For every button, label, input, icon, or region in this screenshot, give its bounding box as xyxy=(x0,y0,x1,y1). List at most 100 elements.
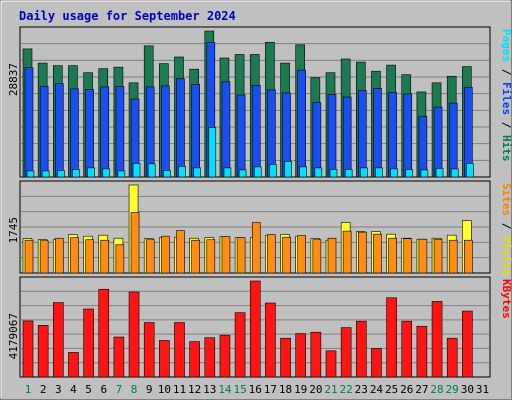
legend-text: Sites / Visits xyxy=(500,183,512,276)
bar-files-day-12 xyxy=(191,84,200,178)
panel-3-ymax: 4179067 xyxy=(7,313,20,359)
bar-sites-day-5 xyxy=(85,239,94,274)
bar-files-day-22 xyxy=(342,96,352,178)
bar-files-day-3 xyxy=(54,83,64,178)
bar-pages-day-15 xyxy=(238,169,247,178)
x-label-day-12: 12 xyxy=(188,383,201,396)
bar-kbytes-day-16 xyxy=(249,280,261,378)
bar-sites-day-11 xyxy=(176,230,185,274)
bar-kbytes-day-30 xyxy=(462,310,473,378)
bar-sites-day-15 xyxy=(236,237,246,274)
bar-kbytes-day-1 xyxy=(22,320,34,378)
bar-kbytes-day-5 xyxy=(83,308,94,378)
panel-1: 28837 Pages / Files / Hits xyxy=(7,26,512,178)
bar-kbytes-day-27 xyxy=(416,325,428,378)
bar-sites-day-23 xyxy=(357,231,367,274)
bar-kbytes-day-3 xyxy=(52,302,64,378)
bar-kbytes-day-29 xyxy=(446,337,458,378)
bar-sites-day-27 xyxy=(418,238,428,274)
bar-pages-day-7 xyxy=(117,170,126,178)
x-label-day-25: 25 xyxy=(385,383,398,396)
bar-files-day-16 xyxy=(251,85,261,178)
bar-sites-day-19 xyxy=(297,235,307,274)
bar-files-day-29 xyxy=(448,102,458,178)
x-label-day-23: 23 xyxy=(355,383,368,396)
legend-hits: Hits xyxy=(500,135,512,162)
bar-kbytes-day-22 xyxy=(340,327,352,378)
bar-files-day-19 xyxy=(297,69,307,178)
bar-kbytes-day-18 xyxy=(280,337,291,378)
bar-pages-day-22 xyxy=(344,169,353,178)
bar-sites-day-1 xyxy=(24,239,34,274)
x-label-day-6: 6 xyxy=(100,383,107,396)
bar-sites-day-13 xyxy=(206,239,216,274)
x-label-day-13: 13 xyxy=(203,383,216,396)
x-label-day-5: 5 xyxy=(85,383,92,396)
legend-panel-3: KBytes xyxy=(500,279,512,319)
bar-sites-day-10 xyxy=(161,235,170,274)
bar-pages-day-28 xyxy=(435,168,444,178)
bar-pages-day-9 xyxy=(147,163,156,178)
bar-files-day-6 xyxy=(100,86,110,178)
bar-files-day-28 xyxy=(433,106,443,178)
bar-kbytes-day-24 xyxy=(371,348,382,378)
x-label-day-11: 11 xyxy=(173,383,186,396)
x-label-day-22: 22 xyxy=(340,383,353,396)
x-label-day-4: 4 xyxy=(70,383,77,396)
bar-kbytes-day-14 xyxy=(219,334,231,378)
x-label-day-9: 9 xyxy=(146,383,153,396)
legend-kbytes: KBytes xyxy=(500,279,512,319)
bar-kbytes-day-11 xyxy=(174,322,185,378)
bar-pages-day-24 xyxy=(375,167,383,178)
bar-files-day-24 xyxy=(373,88,382,178)
bar-files-day-4 xyxy=(70,88,79,178)
bar-files-day-9 xyxy=(145,86,155,178)
bar-pages-day-3 xyxy=(56,170,65,178)
bar-pages-day-25 xyxy=(390,168,398,178)
bar-sites-day-25 xyxy=(388,237,397,274)
legend-text: KBytes xyxy=(500,279,512,319)
bar-files-day-2 xyxy=(39,86,49,178)
bar-sites-day-2 xyxy=(39,240,49,274)
bar-pages-day-4 xyxy=(72,169,80,178)
x-label-day-10: 10 xyxy=(158,383,171,396)
x-label-day-15: 15 xyxy=(233,383,246,396)
bar-kbytes-day-23 xyxy=(355,320,367,378)
bar-kbytes-day-9 xyxy=(143,322,155,378)
bar-pages-day-1 xyxy=(26,170,35,178)
bar-pages-day-30 xyxy=(466,163,474,178)
x-label-day-18: 18 xyxy=(279,383,292,396)
bar-files-day-27 xyxy=(418,115,428,178)
bar-files-day-17 xyxy=(267,89,276,178)
bar-sites-day-12 xyxy=(191,239,200,274)
bar-pages-day-12 xyxy=(193,167,201,178)
bar-sites-day-9 xyxy=(145,239,155,274)
x-label-day-19: 19 xyxy=(294,383,307,396)
x-axis-labels: 1 2 3 4 5 6 7 8 9 10 11 12 13 14 15 16 17 18 19 20 21 22 23 24 2… xyxy=(25,383,489,396)
bar-pages-day-6 xyxy=(102,168,111,178)
bar-pages-day-26 xyxy=(405,169,414,178)
bar-sites-day-3 xyxy=(54,237,64,274)
bar-pages-day-14 xyxy=(223,167,232,178)
bar-sites-day-30 xyxy=(464,239,473,274)
panel-2: 1745 Sites / Visits xyxy=(7,180,512,276)
bar-sites-day-8 xyxy=(130,212,140,274)
bar-kbytes-day-20 xyxy=(310,331,322,378)
x-label-day-17: 17 xyxy=(264,383,277,396)
bar-sites-day-14 xyxy=(221,236,231,274)
bar-kbytes-day-4 xyxy=(68,352,79,378)
x-label-day-29: 29 xyxy=(446,383,459,396)
bar-files-day-7 xyxy=(115,86,125,178)
bar-pages-day-29 xyxy=(450,168,459,178)
bar-pages-day-21 xyxy=(329,169,338,178)
bar-files-day-25 xyxy=(388,92,397,178)
x-label-day-1: 1 xyxy=(25,383,32,396)
legend-text: Pages / Files / Hits xyxy=(500,29,512,162)
bar-sites-day-29 xyxy=(448,239,458,274)
x-label-day-14: 14 xyxy=(218,383,232,396)
bar-files-day-26 xyxy=(403,93,413,178)
legend-separator: / xyxy=(500,115,512,135)
legend-pages: Pages xyxy=(500,29,512,62)
bar-files-day-20 xyxy=(312,102,322,178)
